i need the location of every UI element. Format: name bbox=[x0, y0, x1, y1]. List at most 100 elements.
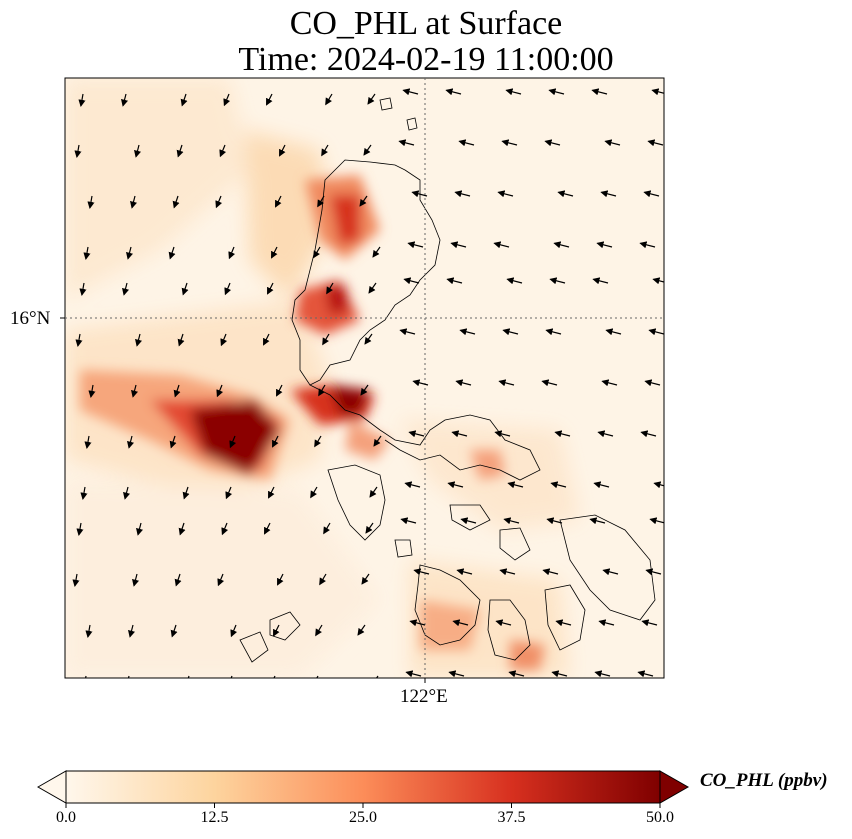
negros bbox=[487, 599, 531, 661]
wind-vector bbox=[601, 379, 618, 387]
map-frame bbox=[64, 77, 665, 679]
wind-vector bbox=[553, 241, 570, 249]
wind-vector bbox=[602, 568, 619, 576]
wind-vector bbox=[411, 190, 428, 198]
map-panel bbox=[65, 78, 664, 678]
wind-vector bbox=[451, 430, 468, 438]
wind-vector bbox=[600, 190, 617, 198]
wind-vector bbox=[83, 246, 91, 260]
wind-vector bbox=[317, 195, 325, 208]
wind-vector bbox=[131, 384, 138, 398]
wind-vector bbox=[404, 481, 421, 489]
wind-vector bbox=[363, 144, 372, 156]
wind-vector bbox=[637, 670, 654, 678]
wind-vector bbox=[597, 430, 614, 438]
wind-vector bbox=[375, 675, 379, 678]
luzon-south-coast bbox=[309, 384, 541, 481]
wind-vector bbox=[123, 486, 130, 500]
wind-vector bbox=[220, 333, 228, 347]
wind-vector bbox=[359, 195, 368, 207]
wind-vector bbox=[130, 195, 137, 209]
wind-vector bbox=[176, 144, 184, 158]
wind-vector bbox=[445, 88, 462, 96]
wind-vector bbox=[80, 486, 88, 500]
wind-vector bbox=[399, 328, 416, 336]
wind-vector bbox=[229, 435, 237, 449]
wind-vector bbox=[221, 522, 229, 536]
wind-vector bbox=[594, 670, 611, 678]
samar bbox=[559, 514, 656, 621]
wind-vector bbox=[596, 241, 613, 249]
wind-vector bbox=[405, 670, 422, 678]
wind-vector bbox=[277, 573, 284, 586]
panay bbox=[414, 564, 481, 646]
wind-vector bbox=[78, 93, 86, 107]
wind-vector bbox=[223, 93, 231, 107]
wind-vector bbox=[498, 379, 515, 387]
wind-vector bbox=[361, 573, 370, 585]
wind-vector bbox=[267, 282, 274, 295]
wind-vector bbox=[264, 522, 271, 535]
wind-vector bbox=[403, 277, 420, 285]
wind-vector bbox=[592, 277, 609, 285]
wind-vector bbox=[266, 93, 273, 106]
colorbar-tick-label: 12.5 bbox=[200, 809, 229, 826]
wind-vector bbox=[648, 328, 664, 336]
wind-vector bbox=[639, 241, 656, 249]
wind-vector bbox=[447, 481, 464, 489]
wind-vector bbox=[499, 568, 516, 576]
wind-vector bbox=[219, 144, 227, 158]
wind-vector bbox=[323, 522, 331, 535]
wind-vector bbox=[169, 435, 177, 449]
wind-vector bbox=[263, 333, 270, 346]
wind-vector bbox=[230, 624, 238, 638]
wind-vector bbox=[400, 517, 417, 525]
wind-vector bbox=[126, 246, 133, 260]
wind-vector bbox=[644, 379, 661, 387]
colorbar-gradient bbox=[65, 770, 661, 804]
wind-vector bbox=[546, 517, 563, 525]
wind-vector bbox=[412, 379, 429, 387]
wind-vector bbox=[127, 675, 130, 678]
wind-vector bbox=[187, 675, 190, 678]
wind-vector bbox=[275, 195, 282, 208]
colorbar-label: CO_PHL (ppbv) bbox=[700, 770, 828, 791]
wind-vector bbox=[182, 486, 190, 500]
wind-vector bbox=[87, 195, 95, 209]
wind-vector bbox=[313, 246, 321, 259]
wind-vector bbox=[542, 568, 559, 576]
wind-vector bbox=[372, 246, 381, 258]
wind-vector bbox=[127, 435, 134, 449]
wind-vector bbox=[174, 573, 182, 587]
wind-vector bbox=[75, 333, 83, 347]
wind-vector bbox=[651, 88, 664, 96]
wind-vector bbox=[273, 624, 280, 637]
wind-vector bbox=[79, 282, 87, 296]
map-title: CO_PHL at Surface bbox=[289, 5, 563, 42]
wind-vector bbox=[177, 333, 185, 347]
wind-vector bbox=[272, 435, 279, 448]
wind-vector bbox=[548, 88, 565, 96]
wind-vector bbox=[279, 144, 286, 157]
wind-vector bbox=[501, 139, 518, 147]
wind-vector bbox=[450, 241, 467, 249]
wind-vector bbox=[128, 624, 135, 638]
wind-vector bbox=[589, 517, 606, 525]
wind-vector bbox=[458, 139, 475, 147]
wind-vector bbox=[121, 93, 128, 107]
wind-vector bbox=[413, 568, 430, 576]
wind-vector bbox=[217, 573, 225, 587]
wind-vector bbox=[604, 139, 621, 147]
wind-vector bbox=[398, 139, 415, 147]
colorbar-tick-label: 37.5 bbox=[497, 809, 526, 826]
wind-vector bbox=[647, 139, 664, 147]
wind-vector bbox=[551, 670, 568, 678]
wind-vector bbox=[373, 435, 382, 447]
concentration-plume bbox=[80, 175, 545, 670]
wind-vector bbox=[407, 241, 424, 249]
wind-vector bbox=[364, 333, 373, 345]
wind-vector bbox=[455, 379, 472, 387]
wind-vector bbox=[224, 282, 232, 296]
wind-vector bbox=[180, 93, 188, 107]
